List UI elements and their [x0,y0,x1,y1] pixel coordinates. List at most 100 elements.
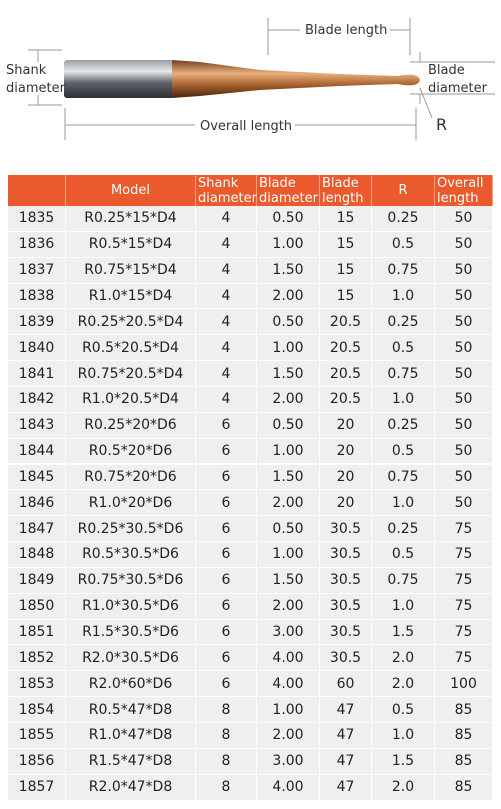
table-cell: 1848 [8,542,66,568]
table-cell: 0.25 [372,516,435,543]
table-cell: 4 [196,231,257,258]
table-cell: 1.5 [372,748,435,775]
table-cell: 30.5 [320,593,372,620]
table-cell: 75 [435,567,493,594]
table-cell: 20 [320,464,372,491]
table-cell: 0.25 [372,412,435,439]
table-cell: 6 [196,567,257,594]
header-cell: Shank diameter [196,175,257,206]
table-cell: 1835 [8,206,66,232]
shank [64,60,174,98]
table-cell: 1836 [8,231,66,258]
label-overall-length: Overall length [200,119,292,134]
table-cell: 1.50 [257,361,320,387]
table-cell: 0.5 [372,231,435,258]
label-shank-diameter: Shank diameter [6,63,66,96]
table-cell: R1.0*20.5*D4 [66,386,196,413]
table-cell: 6 [196,645,257,672]
table-cell: R0.75*20*D6 [66,464,196,491]
dimension-lines [28,18,495,140]
table-cell: 0.5 [372,335,435,362]
table-cell: 1.0 [372,593,435,620]
table-cell: 1852 [8,645,66,672]
table-cell: 6 [196,593,257,620]
table-cell: 1849 [8,567,66,594]
table-cell: 6 [196,490,257,517]
table-cell: 3.00 [257,619,320,646]
table-cell: 1.00 [257,542,320,568]
blade [172,60,420,98]
table-cell: 0.5 [372,542,435,568]
table-cell: 50 [435,464,493,491]
table-cell: 30.5 [320,542,372,568]
table-cell: 15 [320,257,372,284]
table-cell: 20 [320,438,372,465]
table-cell: 47 [320,748,372,775]
table-cell: 1854 [8,697,66,723]
table-cell: R1.0*47*D8 [66,723,196,749]
table-cell: 50 [435,257,493,284]
table-cell: 0.25 [372,309,435,336]
header-cell: Overall length [435,175,493,206]
table-cell: 85 [435,748,493,775]
table-cell: 50 [435,490,493,517]
table-cell: 6 [196,516,257,543]
table-cell: R2.0*60*D6 [66,671,196,698]
table-cell: R0.75*15*D4 [66,257,196,284]
table-cell: 2.0 [372,645,435,672]
table-cell: 47 [320,774,372,801]
table-cell: 1.00 [257,697,320,723]
table-cell: 1842 [8,386,66,413]
table-cell: R1.5*47*D8 [66,748,196,775]
table-cell: 4.00 [257,671,320,698]
table-cell: 2.0 [372,774,435,801]
table-cell: 1855 [8,723,66,749]
table-cell: 2.0 [372,671,435,698]
table-cell: 1.0 [372,490,435,517]
table-cell: 100 [435,671,493,698]
table-cell: 20.5 [320,335,372,362]
table-cell: 4 [196,386,257,413]
table-cell: 1846 [8,490,66,517]
table-cell: R1.5*30.5*D6 [66,619,196,646]
table-cell: 1841 [8,361,66,387]
label-r: R [436,115,447,134]
table-cell: 50 [435,206,493,232]
table-cell: 50 [435,412,493,439]
table-cell: R1.0*15*D4 [66,283,196,310]
table-cell: 4 [196,309,257,336]
table-cell: 85 [435,723,493,749]
table-cell: 0.50 [257,516,320,543]
table-cell: 1850 [8,593,66,620]
table-cell: 1844 [8,438,66,465]
table-cell: 4 [196,257,257,284]
table-cell: R0.5*20.5*D4 [66,335,196,362]
table-cell: 1.50 [257,257,320,284]
table-cell: R2.0*47*D8 [66,774,196,801]
table-cell: 0.25 [372,206,435,232]
table-cell: 4.00 [257,645,320,672]
table-cell: 2.00 [257,283,320,310]
table-cell: 0.5 [372,438,435,465]
header-cell [8,175,66,206]
header-cell: Blade diameter [257,175,320,206]
table-cell: 0.50 [257,309,320,336]
table-cell: R0.5*30.5*D6 [66,542,196,568]
table-cell: 3.00 [257,748,320,775]
table-cell: R0.5*15*D4 [66,231,196,258]
table-cell: 15 [320,283,372,310]
table-cell: 1.50 [257,567,320,594]
table-cell: 1851 [8,619,66,646]
table-cell: 2.00 [257,490,320,517]
table-cell: 1857 [8,774,66,801]
table-cell: 2.00 [257,723,320,749]
table-cell: 50 [435,283,493,310]
table-cell: 1839 [8,309,66,336]
table-cell: 1856 [8,748,66,775]
table-cell: 6 [196,438,257,465]
table-cell: 30.5 [320,516,372,543]
table-cell: 75 [435,645,493,672]
table-cell: R0.75*30.5*D6 [66,567,196,594]
table-cell: 0.75 [372,361,435,387]
